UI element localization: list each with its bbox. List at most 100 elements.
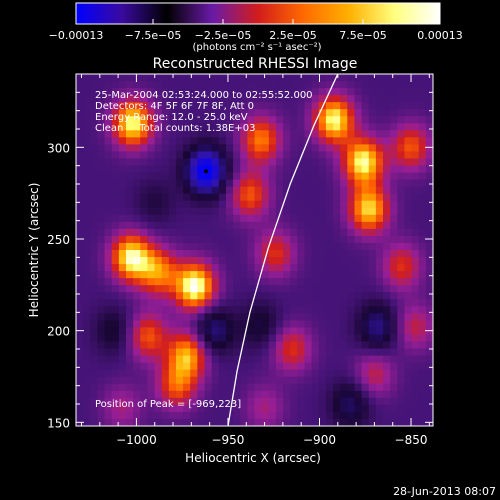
heatmap-cell: [297, 214, 306, 223]
heatmap-cell: [397, 214, 406, 223]
heatmap-cell: [204, 242, 213, 251]
heatmap-cell: [83, 404, 91, 413]
heatmap-cell: [368, 221, 377, 230]
heatmap-cell: [333, 102, 341, 110]
heatmap-cell: [111, 74, 120, 82]
heatmap-cell: [204, 257, 213, 265]
heatmap-cell: [154, 214, 163, 223]
heatmap-cell: [361, 116, 370, 124]
heatmap-cell: [275, 271, 284, 279]
heatmap-cell: [104, 369, 113, 378]
heatmap-cell: [204, 376, 213, 385]
heatmap-cell: [325, 250, 334, 258]
heatmap-cell: [125, 221, 134, 230]
heatmap-cell: [168, 200, 177, 209]
heatmap-cell: [290, 313, 298, 321]
heatmap-cell: [111, 228, 120, 237]
heatmap-cell: [154, 376, 163, 385]
heatmap-cell: [190, 348, 198, 357]
heatmap-cell: [375, 179, 384, 188]
heatmap-cell: [340, 151, 348, 160]
heatmap-cell: [97, 158, 106, 167]
heatmap-cell: [354, 123, 363, 131]
heatmap-cell: [347, 179, 356, 188]
heatmap-cell: [76, 158, 84, 167]
heatmap-cell: [283, 123, 291, 131]
heatmap-cell: [204, 327, 213, 336]
heatmap-cell: [90, 313, 99, 321]
heatmap-cell: [240, 264, 248, 272]
heatmap-cell: [211, 88, 220, 96]
heatmap-cell: [375, 228, 384, 237]
heatmap-cell: [254, 88, 263, 96]
heatmap-cell: [361, 411, 370, 420]
heatmap-cell: [390, 81, 398, 89]
heatmap-cell: [97, 242, 106, 251]
heatmap-cell: [154, 327, 163, 336]
heatmap-cell: [118, 81, 127, 89]
heatmap-cell: [83, 306, 91, 314]
heatmap-cell: [283, 411, 291, 420]
heatmap-cell: [225, 158, 234, 167]
heatmap-cell: [268, 116, 277, 124]
heatmap-cell: [404, 193, 413, 202]
heatmap-cell: [168, 376, 177, 385]
heatmap-cell: [190, 355, 198, 364]
heatmap-cell: [290, 179, 298, 188]
heatmap-cell: [347, 355, 356, 364]
heatmap-cell: [175, 383, 184, 392]
heatmap-cell: [97, 109, 106, 117]
heatmap-cell: [304, 383, 313, 392]
heatmap-cell: [390, 299, 398, 307]
heatmap-cell: [425, 341, 433, 350]
heatmap-cell: [183, 327, 191, 336]
heatmap-cell: [225, 214, 234, 223]
heatmap-cell: [211, 172, 220, 181]
heatmap-cell: [147, 172, 156, 181]
heatmap-cell: [397, 334, 406, 343]
heatmap-cell: [318, 264, 327, 272]
heatmap-cell: [154, 109, 163, 117]
heatmap-cell: [133, 278, 141, 286]
heatmap-cell: [418, 390, 427, 399]
heatmap-cell: [304, 271, 313, 279]
heatmap-cell: [383, 250, 391, 258]
heatmap-cell: [111, 292, 120, 300]
heatmap-cell: [411, 193, 420, 202]
heatmap-cell: [390, 390, 398, 399]
heatmap-cell: [218, 313, 227, 321]
heatmap-cell: [97, 341, 106, 350]
heatmap-cell: [147, 348, 156, 357]
heatmap-cell: [97, 369, 106, 378]
heatmap-cell: [247, 151, 256, 160]
heatmap-cell: [361, 320, 370, 329]
heatmap-cell: [254, 186, 263, 195]
heatmap-cell: [211, 278, 220, 286]
heatmap-cell: [140, 179, 148, 188]
heatmap-cell: [90, 327, 99, 336]
heatmap-cell: [404, 334, 413, 343]
heatmap-cell: [368, 130, 377, 138]
heatmap-cell: [297, 109, 306, 117]
heatmap-cell: [154, 313, 163, 321]
heatmap-cell: [247, 207, 256, 216]
heatmap-cell: [197, 200, 206, 209]
heatmap-cell: [375, 158, 384, 167]
heatmap-cell: [175, 95, 184, 103]
heatmap-cell: [290, 193, 298, 202]
heatmap-cell: [76, 214, 84, 223]
heatmap-cell: [361, 390, 370, 399]
heatmap-cell: [154, 144, 163, 153]
heatmap-cell: [90, 362, 99, 371]
heatmap-cell: [104, 313, 113, 321]
heatmap-cell: [390, 376, 398, 385]
heatmap-cell: [211, 158, 220, 167]
heatmap-cell: [404, 418, 413, 426]
heatmap-cell: [397, 299, 406, 307]
heatmap-cell: [254, 257, 263, 265]
heatmap-cell: [333, 151, 341, 160]
heatmap-cell: [140, 250, 148, 258]
heatmap-cell: [318, 320, 327, 329]
heatmap-cell: [168, 320, 177, 329]
heatmap-cell: [147, 250, 156, 258]
